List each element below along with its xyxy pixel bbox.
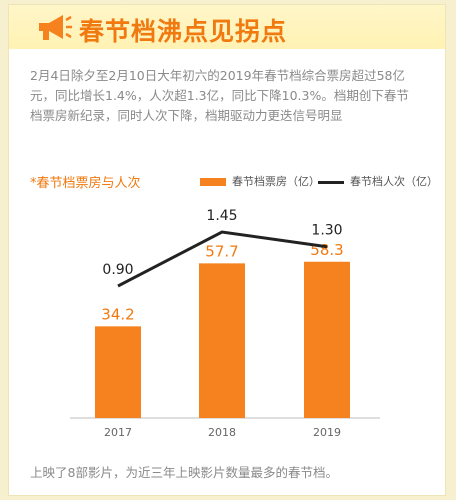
bar-2019 [304, 261, 350, 418]
bar-2018 [199, 263, 245, 418]
bar-value-label: 57.7 [205, 242, 238, 260]
footer-note: 上映了8部影片，为近三年上映影片数量最多的春节档。 [30, 465, 338, 480]
bar-2017 [95, 326, 141, 418]
page-title: 春节档沸点见拐点 [79, 17, 288, 46]
header-banner: 春节档沸点见拐点 [9, 5, 445, 49]
bar-value-label: 58.3 [310, 241, 343, 259]
line-value-label: 0.90 [102, 262, 133, 278]
legend-item-attendance: 春节档人次（亿） [318, 173, 438, 189]
line-value-label: 1.45 [206, 208, 237, 224]
x-tick-label: 2019 [313, 426, 341, 439]
legend-label-attendance: 春节档人次（亿） [350, 175, 438, 188]
legend-swatch-bar [200, 178, 226, 186]
line-value-label: 1.30 [311, 223, 342, 239]
x-tick-label: 2017 [104, 426, 132, 439]
bar-value-label: 34.2 [101, 305, 134, 323]
legend-item-box-office: 春节档票房（亿） [200, 173, 320, 189]
megaphone-icon [39, 15, 72, 40]
legend-label-box-office: 春节档票房（亿） [232, 175, 320, 188]
summary-text: 2月4日除夕至2月10日大年初六的2019年春节档综合票房超过58亿元，同比增长… [30, 68, 409, 123]
legend-swatch-line [318, 180, 344, 184]
attendance-line [117, 230, 328, 288]
chart-title: *春节档票房与人次 [30, 176, 141, 191]
x-tick-label: 2018 [208, 426, 236, 439]
